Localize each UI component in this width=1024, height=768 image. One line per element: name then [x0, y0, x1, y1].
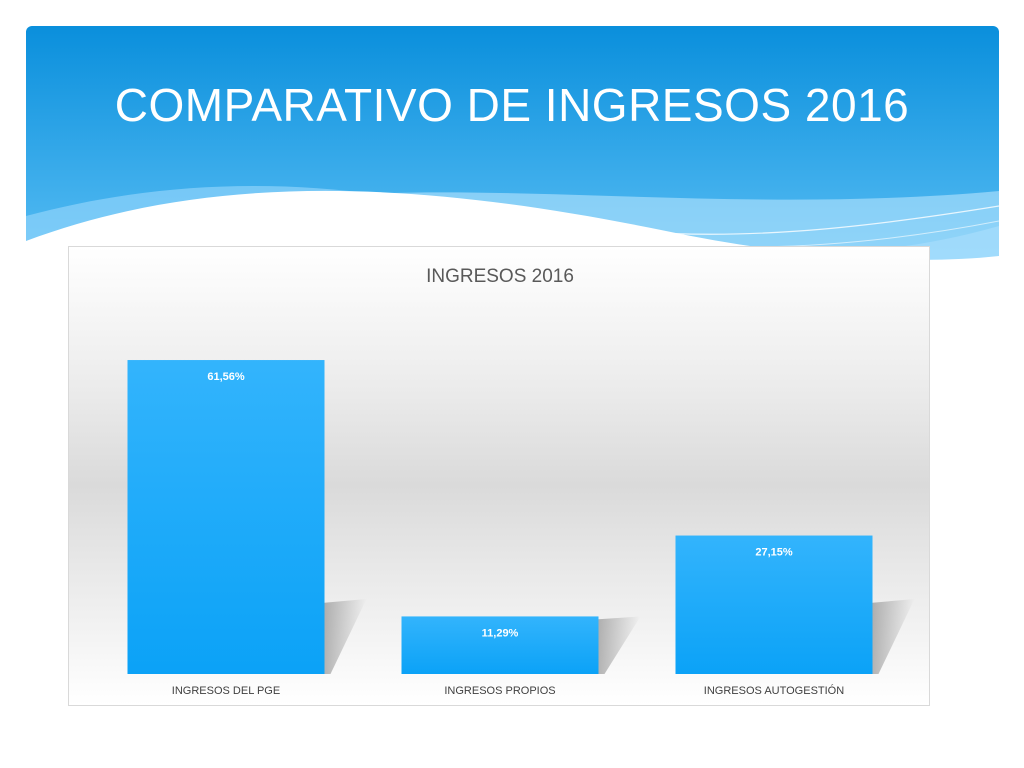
bar-data-label: 27,15% — [755, 547, 793, 559]
bar-shadow — [324, 599, 367, 674]
bar-shadow — [598, 616, 641, 674]
bar-chart: INGRESOS 2016 61,56% INGRESOS DEL PGE 11,2… — [127, 266, 915, 697]
slide-header-banner — [26, 26, 999, 276]
x-tick-label: INGRESOS PROPIOS — [444, 685, 555, 697]
bar-1 — [127, 360, 325, 674]
header-wave-graphic — [26, 26, 999, 276]
chart-container: INGRESOS 2016 61,56% INGRESOS DEL PGE 11,2… — [68, 246, 930, 706]
slide-title: COMPARATIVO DE INGRESOS 2016 — [114, 79, 910, 131]
x-tick-label: INGRESOS AUTOGESTIÓN — [704, 684, 844, 697]
bar-data-label: 11,29% — [482, 627, 519, 639]
x-tick-label: INGRESOS DEL PGE — [172, 685, 280, 697]
bar-3 — [675, 535, 873, 674]
bar-2 — [401, 616, 599, 674]
chart-title: INGRESOS 2016 — [426, 266, 574, 287]
bar-shadow — [872, 599, 915, 674]
bar-data-label: 61,56% — [207, 371, 245, 383]
